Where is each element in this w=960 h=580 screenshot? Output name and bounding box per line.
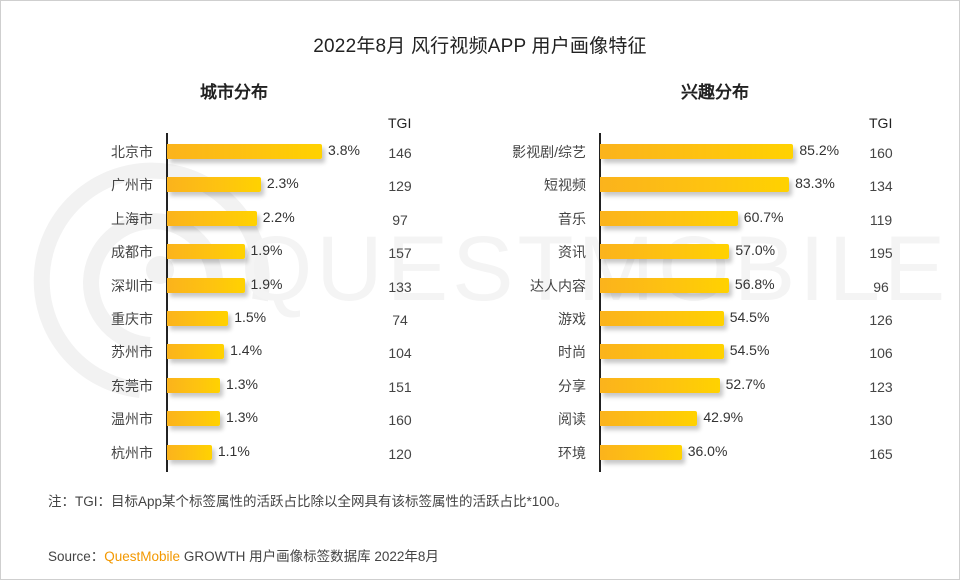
city-value-label: 1.9% [250, 242, 283, 259]
city-tgi-value: 157 [388, 245, 412, 262]
city-bar [167, 411, 221, 427]
city-bar [167, 244, 245, 260]
interest-tgi-value: 119 [869, 211, 893, 228]
city-value-label: 1.3% [226, 409, 258, 426]
interest-tgi-value: 195 [869, 245, 893, 262]
interest-category-label: 环境 [558, 444, 586, 461]
interest-tgi-value: 106 [869, 345, 893, 362]
city-bar [167, 377, 221, 393]
city-category-label: 重庆市 [111, 311, 153, 327]
interest-value-label: 36.0% [687, 442, 728, 459]
city-value-label: 1.1% [217, 442, 250, 459]
interest-category-label: 音乐 [558, 210, 586, 227]
interest-category-label: 达人内容 [530, 277, 586, 294]
interest-tgi-header: TGI [869, 115, 893, 131]
interest-tgi-value: 165 [869, 445, 893, 462]
interest-bar [600, 344, 724, 360]
interest-tgi-value: 160 [869, 145, 893, 161]
interest-chart-title: 兴趣分布 [681, 83, 749, 102]
interest-category-label: 影视剧/综艺 [512, 144, 586, 160]
interest-bar [600, 311, 724, 326]
source-rest: GROWTH 用户画像标签数据库 2022年8月 [180, 549, 439, 564]
city-bar [167, 144, 323, 159]
city-value-label: 3.8% [328, 142, 360, 158]
interest-value-label: 54.5% [729, 309, 770, 325]
interest-bar [600, 244, 730, 260]
interest-value-label: 60.7% [743, 208, 784, 225]
interest-category-label: 分享 [558, 377, 586, 394]
city-tgi-value: 120 [388, 445, 412, 462]
interest-category-label: 阅读 [558, 411, 586, 428]
interest-tgi-value: 130 [869, 412, 893, 429]
city-bar [167, 210, 257, 226]
interest-bar [600, 277, 729, 293]
interest-category-label: 时尚 [558, 344, 586, 361]
interest-tgi-value: 134 [869, 178, 893, 195]
interest-tgi-value: 96 [873, 278, 889, 295]
interest-tgi-value: 123 [869, 378, 893, 395]
interest-bar [600, 144, 794, 159]
city-category-label: 北京市 [111, 144, 153, 160]
city-tgi-value: 74 [392, 312, 408, 328]
city-chart-title: 城市分布 [200, 83, 268, 102]
city-tgi-value: 97 [392, 211, 408, 228]
interest-category-label: 资讯 [558, 244, 586, 261]
interest-value-label: 52.7% [725, 375, 766, 392]
city-value-label: 1.5% [234, 309, 267, 325]
source-line: Source：QuestMobile GROWTH 用户画像标签数据库 2022… [48, 545, 439, 565]
city-bar [167, 277, 245, 293]
city-tgi-value: 146 [388, 145, 412, 161]
interest-bar [600, 411, 698, 427]
interest-value-label: 57.0% [735, 242, 776, 259]
city-category-label: 苏州市 [111, 344, 153, 361]
page-title: 2022年8月 风行视频APP 用户画像特征 [313, 36, 647, 57]
source-brand: QuestMobile [104, 549, 181, 564]
interest-bar [600, 444, 682, 460]
city-value-label: 1.3% [226, 375, 258, 392]
city-bar [167, 311, 229, 326]
city-value-label: 2.3% [266, 175, 299, 192]
interest-bar [600, 177, 790, 193]
city-bar [167, 444, 212, 460]
source-prefix: Source： [48, 549, 105, 564]
interest-category-label: 短视频 [544, 177, 586, 194]
city-category-label: 深圳市 [111, 277, 153, 294]
interest-value-label: 85.2% [799, 142, 840, 158]
interest-value-label: 42.9% [703, 409, 744, 426]
city-tgi-value: 160 [388, 412, 412, 429]
city-category-label: 成都市 [111, 244, 153, 261]
interest-bar [600, 377, 720, 393]
city-category-label: 广州市 [111, 177, 153, 194]
city-tgi-value: 104 [388, 345, 412, 362]
interest-value-label: 56.8% [734, 275, 775, 292]
city-value-label: 1.4% [230, 342, 263, 359]
city-bar [167, 344, 225, 360]
city-tgi-value: 133 [388, 278, 412, 295]
city-value-label: 1.9% [250, 275, 283, 292]
city-category-label: 上海市 [111, 210, 153, 227]
city-category-label: 杭州市 [111, 444, 153, 461]
interest-tgi-value: 126 [869, 312, 893, 328]
city-tgi-value: 129 [388, 178, 412, 195]
city-value-label: 2.2% [262, 208, 295, 225]
footnote: 注：TGI：目标App某个标签属性的活跃占比除以全网具有该标签属性的活跃占比*1… [48, 494, 568, 509]
city-category-label: 温州市 [111, 411, 153, 428]
city-tgi-value: 151 [388, 378, 412, 395]
city-category-label: 东莞市 [111, 377, 153, 394]
interest-category-label: 游戏 [558, 311, 586, 327]
interest-value-label: 54.5% [729, 342, 770, 359]
interest-bar [600, 210, 738, 226]
interest-value-label: 83.3% [795, 175, 835, 192]
interest-chart-axis [599, 133, 601, 472]
city-chart-axis [166, 133, 168, 472]
city-tgi-header: TGI [388, 115, 412, 131]
city-bar [167, 177, 261, 193]
